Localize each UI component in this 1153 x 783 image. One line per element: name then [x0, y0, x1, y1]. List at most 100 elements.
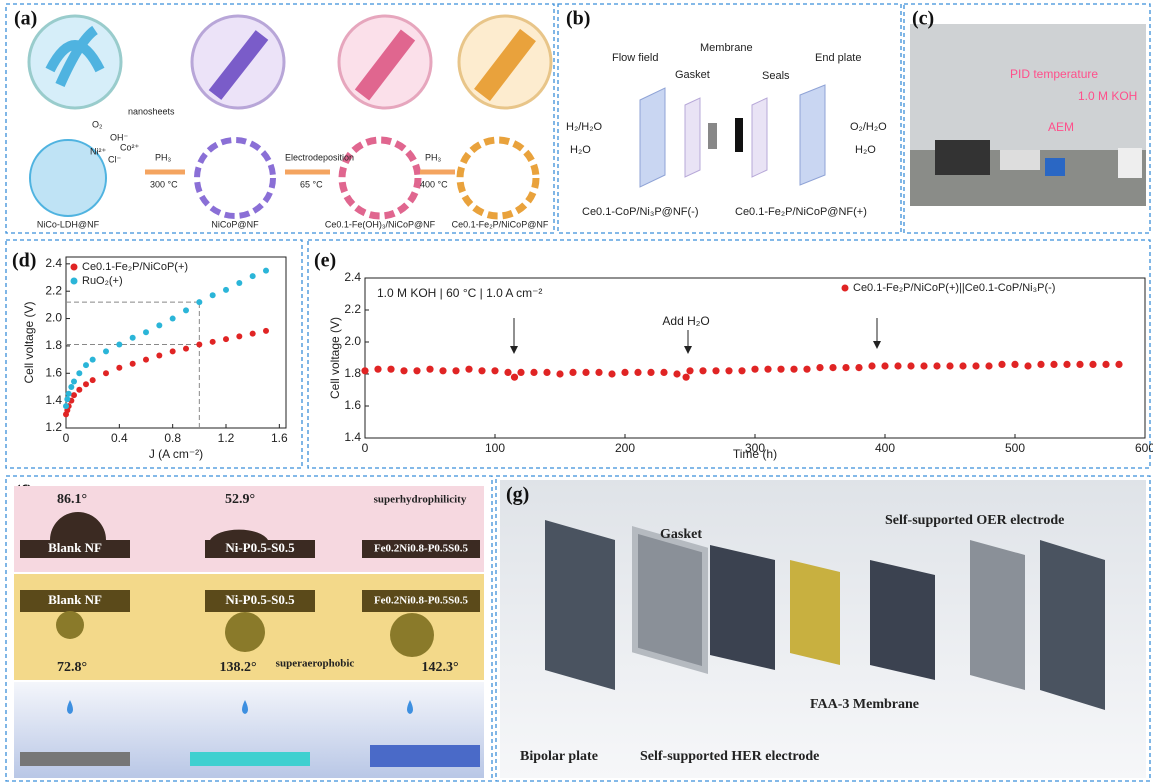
part-label: Bipolar plate — [520, 749, 598, 764]
label: PH₃ — [155, 152, 172, 162]
data-point — [855, 364, 862, 371]
data-point — [210, 339, 216, 345]
data-point — [71, 392, 77, 398]
data-point — [170, 316, 176, 322]
x-tick-label: 0.4 — [111, 431, 128, 445]
data-point — [263, 328, 269, 334]
annotation: Add H₂O — [662, 314, 709, 328]
label: 65 °C — [300, 179, 323, 189]
data-point — [1011, 361, 1018, 368]
surface — [190, 752, 310, 766]
surface — [20, 752, 130, 766]
data-point — [1050, 361, 1057, 368]
figure: (a) nanosheets O₂ OH⁻ Co²⁺ Ni²⁺ Cl⁻ PH₃ … — [0, 0, 1153, 783]
membrane — [735, 118, 743, 152]
note: superhydrophilicity — [374, 494, 467, 506]
data-point — [196, 342, 202, 348]
panel-label: (g) — [506, 484, 529, 506]
panel-b: (b) Flow field Gasket Membrane Seals End… — [566, 8, 887, 218]
x-tick-label: 500 — [1005, 441, 1025, 455]
part-label: Seals — [762, 70, 790, 82]
y-tick-label: 1.6 — [45, 365, 62, 379]
part-label: Self-supported HER electrode — [640, 749, 819, 764]
data-point — [76, 370, 82, 376]
data-point — [959, 362, 966, 369]
data-point — [998, 361, 1005, 368]
y-tick-label: 1.8 — [45, 338, 62, 352]
data-point — [803, 366, 810, 373]
panel-label: (b) — [566, 8, 590, 30]
data-point — [985, 362, 992, 369]
data-point — [1037, 361, 1044, 368]
data-point — [196, 299, 202, 305]
data-point — [608, 370, 615, 377]
data-point — [647, 369, 654, 376]
part-label: FAA-3 Membrane — [810, 697, 919, 712]
bipolar-plate — [1040, 540, 1105, 710]
data-point — [116, 342, 122, 348]
part-label: Gasket — [675, 69, 710, 81]
sample: NiCo-LDH@NF — [37, 219, 100, 229]
y-axis-label: Cell voltage (V) — [22, 301, 36, 383]
data-point — [881, 362, 888, 369]
foam — [460, 140, 536, 216]
data-point — [530, 369, 537, 376]
y-tick-label: 1.8 — [344, 366, 361, 380]
data-point — [83, 381, 89, 387]
x-tick-label: 100 — [485, 441, 505, 455]
angle: 52.9° — [225, 492, 255, 507]
plot-frame — [365, 278, 1145, 438]
data-point — [156, 322, 162, 328]
cell — [1045, 158, 1065, 176]
data-point — [660, 369, 667, 376]
note: superaerophobic — [276, 658, 355, 670]
label: 300 °C — [150, 179, 178, 189]
membrane — [790, 560, 840, 665]
data-point — [250, 331, 256, 337]
data-point — [491, 367, 498, 374]
label: OH⁻ — [110, 132, 129, 142]
data-point — [1102, 361, 1109, 368]
legend-marker — [842, 285, 849, 292]
y-tick-label: 2.2 — [45, 283, 62, 297]
y-tick-label: 2.0 — [344, 334, 361, 348]
panel-g: (g) Gasket Self-supported OER electrode … — [500, 480, 1146, 778]
y-tick-label: 1.2 — [45, 420, 62, 434]
sample: Ni-P0.5-S0.5 — [225, 540, 295, 555]
electrode-label: Ce0.1-CoP/Ni₃P@NF(-) — [582, 206, 699, 218]
gasket — [685, 98, 700, 177]
oer-electrode — [870, 560, 935, 680]
data-point — [452, 367, 459, 374]
panel-a: (a) nanosheets O₂ OH⁻ Co²⁺ Ni²⁺ Cl⁻ PH₃ … — [14, 8, 551, 230]
angle: 142.3° — [421, 660, 458, 675]
data-point — [1076, 361, 1083, 368]
data-point — [68, 384, 74, 390]
note: PID temperature — [1010, 67, 1098, 81]
legend-label: Ce0.1-Fe₂P/NiCoP(+) — [82, 261, 188, 273]
surface — [370, 745, 480, 767]
data-point — [868, 362, 875, 369]
device — [1000, 150, 1040, 170]
data-point — [712, 367, 719, 374]
sample: NiCoP@NF — [211, 219, 259, 229]
data-point — [1115, 361, 1122, 368]
panel-label: (d) — [12, 250, 36, 272]
y-tick-label: 1.6 — [344, 398, 361, 412]
data-point — [250, 273, 256, 279]
legend-marker — [71, 264, 78, 271]
label: O₂ — [92, 119, 103, 129]
data-point — [595, 369, 602, 376]
data-point — [143, 329, 149, 335]
data-point — [738, 367, 745, 374]
panel-label: (e) — [314, 250, 336, 272]
seal — [752, 98, 767, 177]
bubble — [225, 612, 265, 652]
data-point — [511, 374, 518, 381]
y-tick-label: 2.4 — [45, 256, 62, 270]
data-point — [426, 366, 433, 373]
note: 1.0 M KOH — [1078, 89, 1137, 103]
data-point — [634, 369, 641, 376]
data-point — [1024, 362, 1031, 369]
data-point — [223, 336, 229, 342]
y-tick-label: 1.4 — [344, 430, 361, 444]
